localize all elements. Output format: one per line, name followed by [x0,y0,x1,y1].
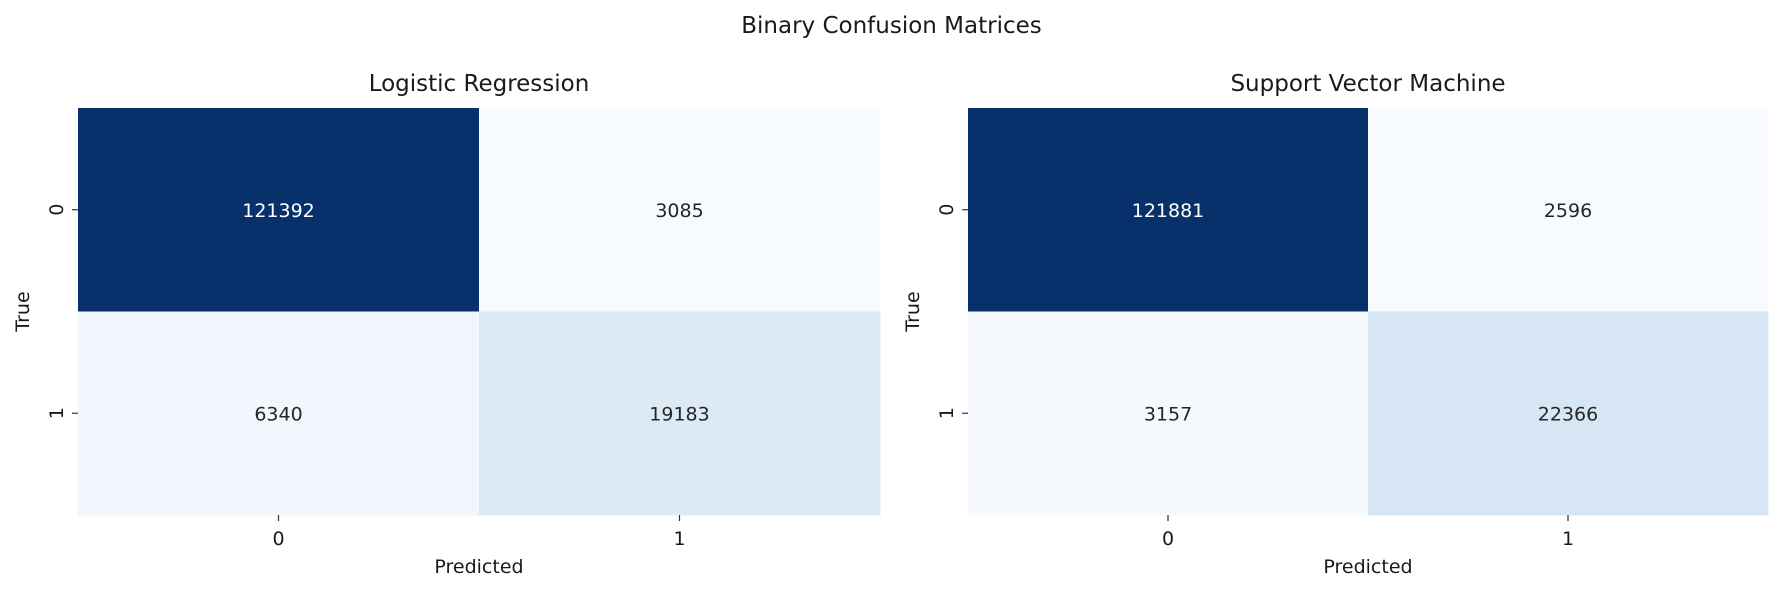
y-axis-label: True [12,291,34,332]
y-tick-label: 1 [936,407,958,419]
x-axis-label: Predicted [1323,556,1412,578]
panel-title: Support Vector Machine [1230,71,1505,97]
heatmap-cell [968,108,1369,312]
x-tick-label: 0 [1162,528,1174,550]
heatmap-panel-2: Support Vector Machine 121881 2596 3157 2236… [902,71,1769,578]
x-tick-label: 1 [1562,528,1574,550]
cell-value-label: 6340 [254,403,302,425]
heatmap-cell [479,311,881,516]
figure-title: Binary Confusion Matrices [741,13,1042,39]
panels: Logistic Regression 121392 3085 6340 19183 0 1… [12,71,1769,578]
cell-value-label: 3085 [655,200,703,222]
x-tick-label: 1 [673,528,685,550]
heatmap-panel-1: Logistic Regression 121392 3085 6340 19183 0 1… [12,71,881,578]
y-tick-label: 0 [936,204,958,216]
heatmap-cell [1368,108,1769,312]
y-axis-label: True [902,291,924,332]
panel-title: Logistic Regression [369,71,590,97]
cell-value-label: 121881 [1132,200,1205,222]
y-tick-label: 0 [46,204,68,216]
cell-value-label: 22366 [1538,403,1598,425]
cell-value-label: 121392 [242,200,315,222]
x-tick-label: 0 [272,528,284,550]
heatmap-cell [968,311,1369,516]
heatmap-cell [78,311,480,516]
x-axis-label: Predicted [434,556,523,578]
y-tick-label: 1 [46,407,68,419]
cell-value-label: 3157 [1144,403,1192,425]
cell-value-label: 19183 [649,403,709,425]
heatmap-cell [1368,311,1769,516]
heatmap-cell [479,108,881,312]
cell-value-label: 2596 [1544,200,1592,222]
heatmap-cell [78,108,480,312]
